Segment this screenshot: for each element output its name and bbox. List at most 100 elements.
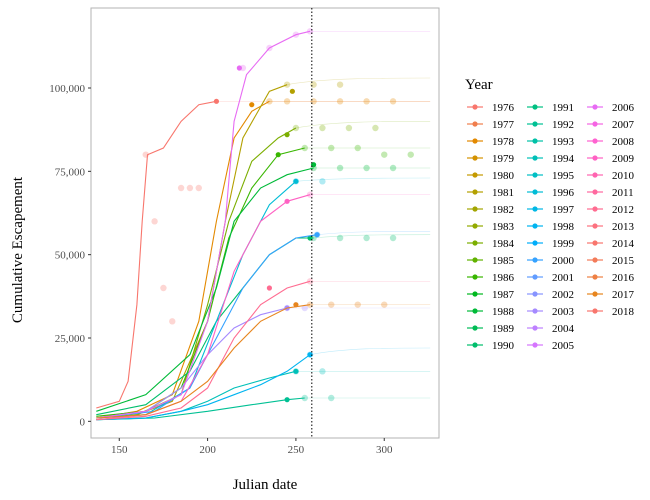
legend-item: 2017 (587, 289, 635, 301)
legend-item: 2012 (587, 204, 634, 216)
series-line (96, 30, 311, 419)
series-marker (249, 102, 255, 108)
observation-point (336, 98, 344, 105)
series-1988 (96, 162, 431, 412)
legend-key-point (532, 172, 538, 178)
legend-key-point (592, 138, 598, 144)
observation-point (301, 144, 308, 152)
legend-key-point (472, 121, 478, 127)
legend-item: 1985 (467, 255, 515, 267)
series-1978 (96, 98, 431, 419)
observation-point (301, 394, 308, 402)
legend-key-point (592, 308, 598, 314)
legend-label: 1986 (492, 272, 515, 284)
observation-point (389, 98, 397, 105)
legend-item: 2006 (587, 102, 635, 114)
legend-key-point (532, 342, 538, 348)
legend-label: 2002 (552, 289, 574, 301)
legend-label: 2018 (612, 306, 635, 318)
legend-item: 1997 (527, 204, 575, 216)
series-1998 (96, 347, 431, 421)
legend-key-point (532, 121, 538, 127)
legend-label: 1987 (492, 289, 515, 301)
series-2012 (96, 278, 431, 421)
legend-key-point (532, 325, 538, 331)
legend-label: 1988 (492, 306, 515, 318)
observation-point (160, 284, 167, 292)
legend-item: 2003 (527, 306, 575, 318)
legend-label: 1998 (552, 221, 575, 233)
observation-point (306, 278, 314, 285)
legend-label: 2017 (612, 289, 635, 301)
legend-key-point (472, 104, 478, 110)
series-line (96, 100, 270, 419)
legend-key-point (472, 291, 478, 297)
series-marker (236, 65, 242, 71)
observation-point (319, 178, 326, 185)
legend-title: Year (465, 77, 493, 93)
legend-label: 2005 (552, 340, 575, 352)
legend-item: 2001 (527, 272, 574, 284)
observation-point (407, 151, 414, 158)
legend-key-point (472, 155, 478, 161)
legend-item: 1987 (467, 289, 515, 301)
legend-label: 1999 (552, 238, 575, 250)
legend-item: 2010 (587, 170, 635, 182)
legend-item: 2016 (587, 272, 635, 284)
legend-key-point (592, 155, 598, 161)
legend-label: 1992 (552, 119, 574, 131)
legend-label: 2008 (612, 136, 635, 148)
observation-point (363, 234, 370, 242)
legend-label: 2014 (612, 238, 635, 250)
legend-item: 1995 (527, 170, 575, 182)
observation-point (186, 184, 194, 192)
legend-label: 2011 (612, 187, 634, 199)
legend-key-point (592, 274, 598, 280)
series-line (96, 304, 311, 419)
series-marker (293, 368, 299, 374)
legend-item: 2007 (587, 119, 635, 131)
legend-label: 1976 (492, 102, 515, 114)
series-marker (284, 198, 290, 204)
legend-key-point (592, 240, 598, 246)
series-line (96, 354, 311, 421)
legend-item: 1979 (467, 153, 515, 165)
legend-label: 2015 (612, 255, 635, 267)
legend-item: 2008 (587, 136, 635, 148)
legend-item: 1983 (467, 221, 515, 233)
projection-line (295, 177, 431, 182)
legend-item: 1996 (527, 187, 575, 199)
legend-item: 2005 (527, 340, 575, 352)
legend-item: 1991 (527, 102, 574, 114)
legend-item: 1989 (467, 323, 515, 335)
legend-key-point (592, 291, 598, 297)
observation-point (381, 301, 388, 308)
legend-item: 1999 (527, 238, 575, 250)
legend-key-point (472, 308, 478, 314)
x-tick-label: 200 (199, 444, 216, 456)
y-tick-label: 100,000 (49, 83, 85, 95)
observation-point (345, 124, 353, 132)
legend-label: 2003 (552, 306, 575, 318)
legend-key-point (592, 189, 598, 195)
observation-point (328, 301, 335, 308)
series-line (96, 234, 318, 419)
series-marker (293, 302, 299, 308)
observation-point (363, 98, 370, 105)
legend-key-point (472, 172, 478, 178)
legend-item: 2018 (587, 306, 635, 318)
projection-line (317, 231, 431, 235)
projection-line (313, 234, 431, 239)
legend-key-point (472, 189, 478, 195)
observation-point (354, 301, 361, 308)
observation-point (328, 394, 335, 402)
legend-item: 1993 (527, 136, 575, 148)
series-line (96, 100, 217, 409)
legend-label: 1984 (492, 238, 515, 250)
legend-item: 2014 (587, 238, 635, 250)
legend-key-point (532, 240, 538, 246)
series-2000 (96, 231, 431, 419)
legend-label: 1989 (492, 323, 515, 335)
observation-point (354, 144, 361, 152)
